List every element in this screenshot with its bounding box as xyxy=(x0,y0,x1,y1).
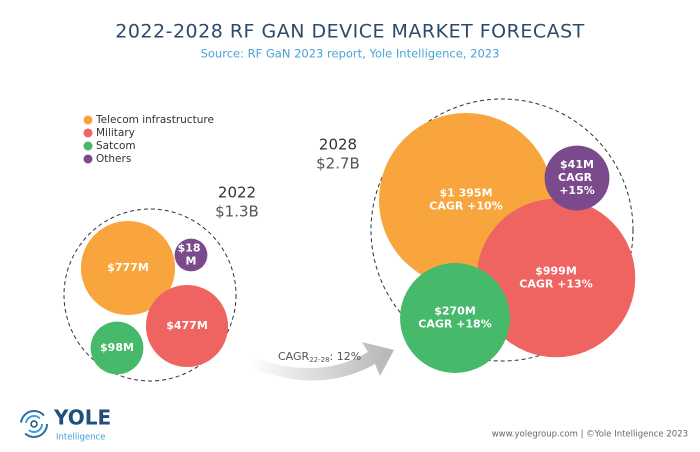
growth-arrow xyxy=(248,342,394,381)
bubble xyxy=(90,321,144,375)
data-label: $477M xyxy=(166,319,208,332)
logo: YOLE Intelligence xyxy=(20,406,111,443)
bubble xyxy=(174,238,208,272)
bubble xyxy=(476,198,636,358)
cagr-label: CAGR +13% xyxy=(519,278,592,291)
year-label: 2022 xyxy=(218,184,256,202)
cagr-label: CAGR +15% xyxy=(558,171,596,197)
growth-annotation: CAGR22-28: 12% xyxy=(278,350,361,364)
bubble xyxy=(544,145,610,211)
data-label: $18 M xyxy=(178,242,205,268)
year-label: 2028 xyxy=(319,136,357,154)
legend-swatch xyxy=(83,115,93,125)
chart-title: 2022-2028 RF GAN DEVICE MARKET FORECAST xyxy=(115,21,585,43)
footer: www.yolegroup.com | ©Yole Intelligence 2… xyxy=(492,430,688,440)
chart-subtitle: Source: RF GaN 2023 report, Yole Intelli… xyxy=(201,47,500,61)
data-label: $270M xyxy=(434,305,476,318)
cagr-label: CAGR +10% xyxy=(429,200,502,213)
group-outline xyxy=(63,208,237,382)
data-label: $777M xyxy=(107,261,149,274)
legend-label: Telecom infrastructure xyxy=(95,114,214,126)
bubble xyxy=(145,284,229,368)
data-label: $999M xyxy=(535,265,577,278)
legend-swatch xyxy=(83,141,93,151)
logo-tagline: Intelligence xyxy=(56,433,105,443)
cagr-label: CAGR +18% xyxy=(418,318,491,331)
bubble xyxy=(400,263,510,373)
legend-label: Satcom xyxy=(96,140,136,152)
legend-swatch xyxy=(83,128,93,138)
legend-label: Others xyxy=(96,153,131,165)
data-label: $1 395M xyxy=(439,187,492,200)
data-label: $41M xyxy=(560,158,594,171)
data-label: $98M xyxy=(100,341,134,354)
total-label: $1.3B xyxy=(215,203,259,221)
legend-label: Military xyxy=(96,127,135,139)
legend-swatch xyxy=(83,154,93,164)
group-outline xyxy=(370,98,634,362)
bubble xyxy=(80,220,176,316)
logo-name: YOLE xyxy=(53,406,111,430)
total-label: $2.7B xyxy=(316,155,360,173)
